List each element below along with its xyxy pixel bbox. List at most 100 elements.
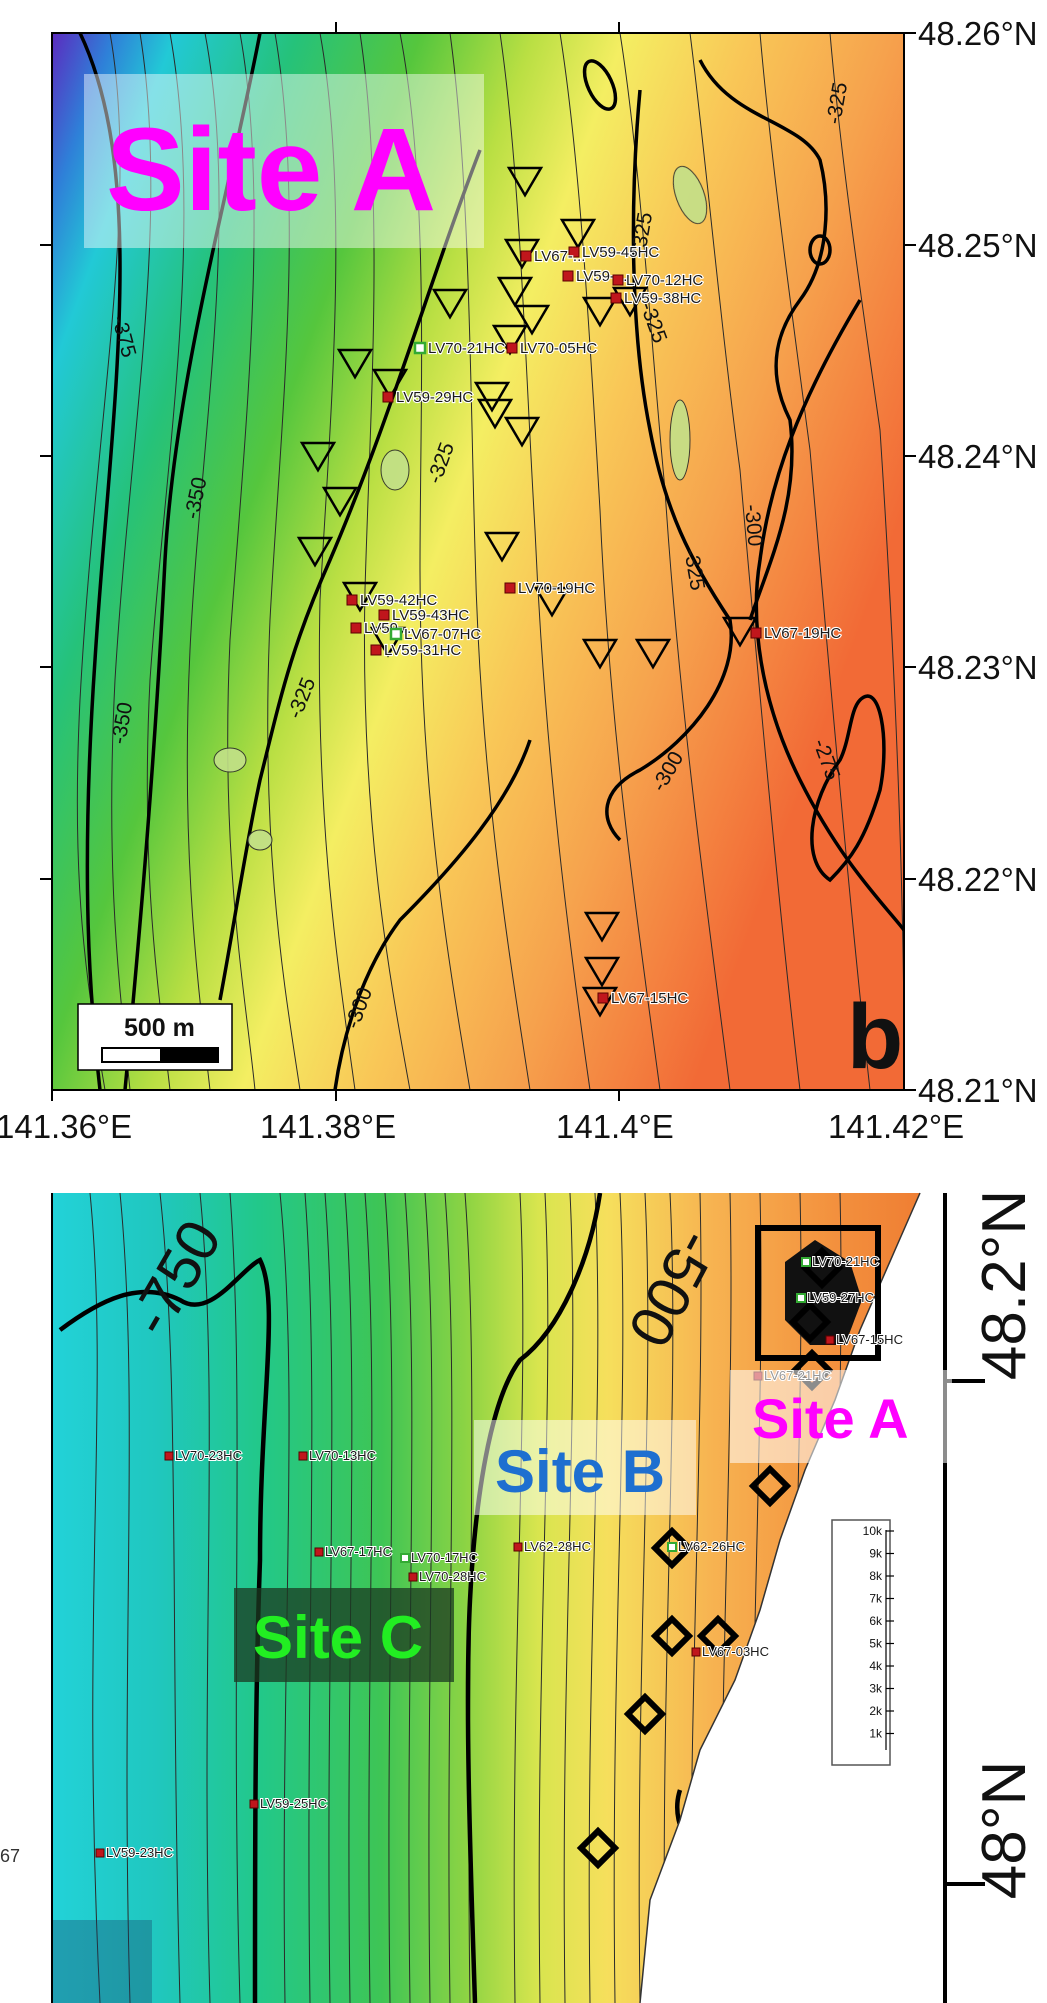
station-marker[interactable]: LV70-12HC — [612, 271, 705, 290]
lat-tick-label: 48.21°N — [918, 1072, 1038, 1109]
depth-tick-label: 7k — [869, 1592, 883, 1606]
station-square — [389, 627, 403, 641]
station-square — [314, 1547, 324, 1557]
station-marker[interactable]: LV62-26HC — [667, 1538, 746, 1555]
scale-bar: 500 m — [77, 1003, 233, 1071]
station-label: LV59-31HC — [384, 642, 461, 659]
station-label: LV59-42HC — [360, 592, 437, 609]
station-marker[interactable]: LV62-28HC — [513, 1538, 592, 1555]
survey-diamond — [576, 1826, 620, 1870]
station-label: LV59-43HC — [392, 607, 469, 624]
site-c-label: Site C — [234, 1588, 454, 1682]
station-square — [562, 270, 574, 282]
survey-triangle — [473, 381, 511, 413]
station-marker[interactable]: LV59-... — [350, 619, 417, 638]
station-label: LV59-38HC — [624, 290, 701, 307]
lon-axis-labels: 141.36°E 141.38°E 141.4°E 141.42°E — [0, 1108, 964, 1145]
survey-triangle — [369, 626, 407, 658]
survey-triangle — [371, 368, 409, 400]
station-label: LV70-21HC — [428, 340, 505, 357]
station-marker[interactable]: LV70-21HC — [801, 1253, 880, 1270]
contour-label: -300 — [740, 503, 767, 547]
scale-label: 500 m — [124, 1014, 195, 1042]
station-marker[interactable]: LV67-17HC — [314, 1543, 393, 1560]
station-marker[interactable]: LV59-38HC — [610, 289, 703, 308]
station-square — [667, 1542, 677, 1552]
station-marker[interactable]: LV59-31HC — [370, 641, 463, 660]
panel-letter-b: b — [847, 986, 903, 1088]
station-square — [568, 246, 580, 258]
site-b-text: Site B — [495, 1438, 665, 1505]
site-a-text: Site A — [752, 1387, 909, 1450]
station-marker[interactable]: LV59-29HC — [382, 388, 475, 407]
station-marker[interactable]: LV59-43HC — [378, 606, 471, 625]
station-marker[interactable]: LV67-... — [520, 247, 587, 266]
survey-diamonds — [576, 1246, 844, 1870]
station-label: LV67-19HC — [764, 625, 841, 642]
station-square — [382, 391, 394, 403]
station-marker[interactable]: LV67-03HC — [691, 1643, 770, 1660]
station-label: LV70-19HC — [518, 580, 595, 597]
station-square — [750, 627, 762, 639]
station-label: LV67-... — [534, 248, 585, 265]
lon-tick-label: 141.36°E — [0, 1108, 132, 1145]
station-square — [801, 1257, 811, 1267]
survey-triangles — [296, 166, 759, 1018]
depth-tick-label: 5k — [869, 1637, 883, 1651]
station-label: LV70-05HC — [520, 340, 597, 357]
station-marker[interactable]: LV59-25HC — [249, 1795, 328, 1812]
lat-tick-label: 48.2°N — [970, 1190, 1039, 1380]
station-label: LV70-28HC — [419, 1569, 486, 1584]
station-marker[interactable]: LV67-07HC — [389, 625, 483, 644]
station-label: LV67-15HC — [611, 990, 688, 1007]
survey-triangle — [513, 304, 551, 336]
station-square — [825, 1335, 835, 1345]
station-square — [513, 1542, 523, 1552]
station-marker[interactable]: LV70-21HC — [413, 339, 507, 358]
survey-triangle — [721, 616, 759, 648]
depth-tick-label: 8k — [869, 1569, 883, 1583]
survey-diamond — [650, 1526, 694, 1570]
site-a-text: Site A — [106, 104, 436, 236]
station-label: LV67-15HC — [836, 1332, 903, 1347]
station-marker[interactable]: LV70-19HC — [504, 579, 597, 598]
station-marker[interactable]: LV70-28HC — [408, 1568, 487, 1585]
lat-tick-label: 48°N — [970, 1761, 1039, 1900]
station-label: LV67-17HC — [325, 1544, 392, 1559]
station-square — [612, 274, 624, 286]
survey-triangle — [476, 398, 514, 430]
station-square — [506, 342, 518, 354]
station-marker[interactable]: LV59-42HC — [346, 591, 439, 610]
survey-triangle — [611, 286, 649, 318]
station-marker[interactable]: LV67-15HC — [597, 989, 690, 1008]
survey-triangle — [583, 956, 621, 988]
lat-tick-label: 48.22°N — [918, 861, 1038, 898]
station-marker[interactable]: LV67-19HC — [750, 624, 843, 643]
survey-triangle — [431, 288, 469, 320]
station-square — [378, 609, 390, 621]
station-marker[interactable]: LV70-13HC — [298, 1447, 377, 1464]
depth-tick-label: 10k — [863, 1524, 883, 1538]
station-marker[interactable]: LV67-15HC — [825, 1331, 904, 1348]
survey-diamond — [696, 1614, 740, 1658]
station-marker[interactable]: LV70-23HC — [164, 1447, 243, 1464]
station-marker[interactable]: LV70-17HC — [400, 1549, 479, 1566]
station-square — [400, 1553, 410, 1563]
station-square — [413, 341, 427, 355]
station-label: LV59-29HC — [396, 389, 473, 406]
station-marker[interactable]: LV59-45HC — [568, 243, 661, 262]
station-square — [164, 1451, 174, 1461]
survey-triangle — [336, 348, 374, 380]
site-a-label-b: Site A — [84, 74, 484, 248]
survey-triangle — [496, 276, 534, 308]
cut-off-label: 67 — [0, 1846, 20, 1866]
station-label: LV70-12HC — [626, 272, 703, 289]
station-marker[interactable]: LV59-23HC — [95, 1844, 174, 1861]
station-marker[interactable]: LV59-27HC — [796, 1289, 875, 1306]
lat-tick-label: 48.26°N — [918, 15, 1038, 52]
site-b-label: Site B — [474, 1420, 696, 1515]
station-marker[interactable]: LV70-05HC — [506, 339, 599, 358]
lat-axis-labels: 48.26°N 48.25°N 48.24°N 48.23°N 48.22°N … — [918, 15, 1038, 1109]
station-square — [350, 622, 362, 634]
